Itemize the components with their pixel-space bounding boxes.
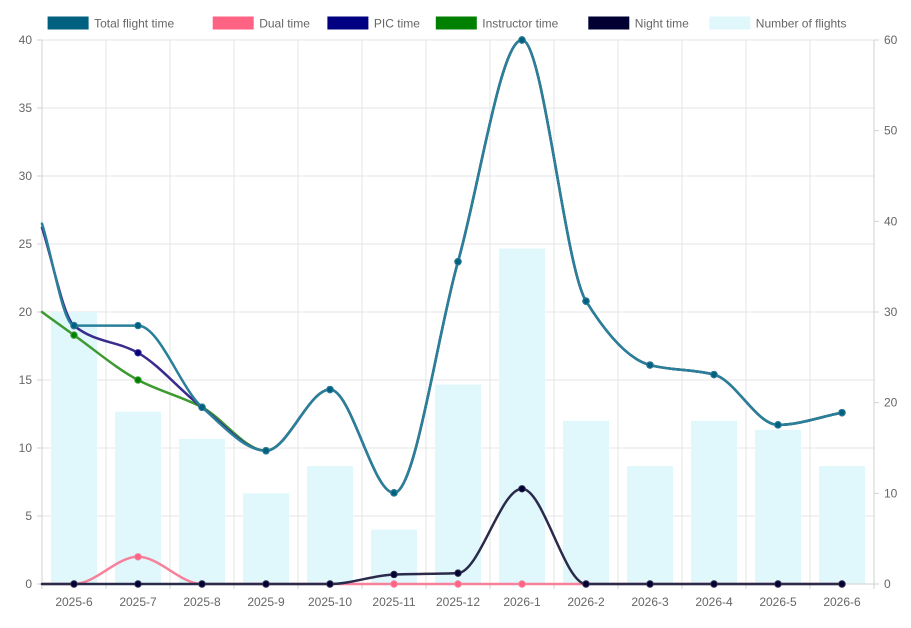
- y-right-tick-label: 60: [884, 33, 898, 47]
- x-tick-label: 2026-5: [759, 595, 797, 609]
- point-total-flight-time[interactable]: [135, 322, 141, 328]
- legend[interactable]: Total flight time Dual time PIC time Instru…: [48, 17, 846, 31]
- point-dual-time[interactable]: [135, 554, 141, 560]
- x-tick-label: 2025-12: [436, 595, 480, 609]
- point-night-time[interactable]: [647, 581, 653, 587]
- bar-number-of-flights: [243, 493, 289, 584]
- legend-swatch: [589, 17, 629, 29]
- bars: [51, 249, 865, 584]
- point-total-flight-time[interactable]: [391, 490, 397, 496]
- point-night-time[interactable]: [519, 486, 525, 492]
- legend-item-number-of-flights[interactable]: Number of flights: [710, 17, 847, 31]
- point-night-time[interactable]: [263, 581, 269, 587]
- bar-number-of-flights: [307, 466, 353, 584]
- legend-item-pic-time[interactable]: PIC time: [328, 17, 420, 31]
- y-right-tick-label: 20: [884, 396, 898, 410]
- point-total-flight-time[interactable]: [199, 404, 205, 410]
- point-night-time[interactable]: [71, 581, 77, 587]
- y-left-tick-label: 35: [19, 101, 33, 115]
- point-pic-time[interactable]: [135, 350, 141, 356]
- point-dual-time[interactable]: [519, 581, 525, 587]
- point-total-flight-time[interactable]: [327, 386, 333, 392]
- legend-swatch: [328, 17, 368, 29]
- x-tick-label: 2025-11: [372, 595, 415, 609]
- legend-swatch: [213, 17, 253, 29]
- point-total-flight-time[interactable]: [647, 362, 653, 368]
- legend-label: Night time: [635, 17, 689, 31]
- point-total-flight-time[interactable]: [839, 409, 845, 415]
- bar-number-of-flights: [627, 466, 673, 584]
- x-tick-label: 2026-6: [823, 595, 861, 609]
- x-tick-label: 2025-10: [308, 595, 352, 609]
- x-tick-label: 2026-1: [503, 595, 541, 609]
- x-tick-label: 2026-4: [695, 595, 733, 609]
- point-night-time[interactable]: [711, 581, 717, 587]
- legend-label: Instructor time: [482, 17, 558, 31]
- x-tick-label: 2025-6: [55, 595, 93, 609]
- y-left-tick-label: 30: [19, 169, 33, 183]
- point-night-time[interactable]: [583, 581, 589, 587]
- bar-number-of-flights: [819, 466, 865, 584]
- point-night-time[interactable]: [391, 571, 397, 577]
- legend-label: Total flight time: [94, 17, 174, 31]
- bar-number-of-flights: [563, 421, 609, 584]
- y-left-tick-label: 40: [19, 33, 33, 47]
- x-tick-label: 2026-3: [631, 595, 669, 609]
- point-total-flight-time[interactable]: [263, 448, 269, 454]
- y-right-tick-label: 40: [884, 214, 898, 228]
- y-left-tick-label: 20: [19, 305, 33, 319]
- bar-number-of-flights: [499, 249, 545, 584]
- legend-item-instructor-time[interactable]: Instructor time: [436, 17, 558, 31]
- legend-item-total-flight-time[interactable]: Total flight time: [48, 17, 174, 31]
- y-left-tick-label: 0: [25, 577, 32, 591]
- bar-number-of-flights: [435, 385, 481, 584]
- y-right-tick-label: 30: [884, 305, 898, 319]
- point-night-time[interactable]: [135, 581, 141, 587]
- point-night-time[interactable]: [839, 581, 845, 587]
- point-night-time[interactable]: [327, 581, 333, 587]
- x-tick-label: 2025-9: [247, 595, 285, 609]
- legend-item-dual-time[interactable]: Dual time: [213, 17, 310, 31]
- legend-swatch: [436, 17, 476, 29]
- bar-number-of-flights: [755, 430, 801, 584]
- point-dual-time[interactable]: [455, 581, 461, 587]
- y-left-tick-label: 15: [19, 373, 33, 387]
- point-night-time[interactable]: [455, 570, 461, 576]
- x-tick-label: 2025-8: [183, 595, 221, 609]
- y-left-tick-label: 10: [19, 441, 33, 455]
- legend-item-night-time[interactable]: Night time: [589, 17, 689, 31]
- x-tick-label: 2026-2: [567, 595, 605, 609]
- point-total-flight-time[interactable]: [455, 258, 461, 264]
- legend-swatch: [48, 17, 88, 29]
- bar-number-of-flights: [691, 421, 737, 584]
- legend-label: PIC time: [374, 17, 420, 31]
- point-night-time[interactable]: [775, 581, 781, 587]
- y-left-tick-label: 5: [25, 509, 32, 523]
- point-total-flight-time[interactable]: [519, 37, 525, 43]
- legend-label: Number of flights: [756, 17, 847, 31]
- legend-swatch: [710, 17, 750, 29]
- bar-number-of-flights: [51, 312, 97, 584]
- point-total-flight-time[interactable]: [583, 298, 589, 304]
- point-total-flight-time[interactable]: [775, 422, 781, 428]
- x-tick-label: 2025-7: [119, 595, 157, 609]
- point-total-flight-time[interactable]: [711, 371, 717, 377]
- point-night-time[interactable]: [199, 581, 205, 587]
- bar-number-of-flights: [179, 439, 225, 584]
- y-right-tick-label: 0: [884, 577, 891, 591]
- point-dual-time[interactable]: [391, 581, 397, 587]
- legend-label: Dual time: [259, 17, 310, 31]
- point-instructor-time[interactable]: [71, 332, 77, 338]
- point-total-flight-time[interactable]: [71, 322, 77, 328]
- y-right-tick-label: 50: [884, 124, 898, 138]
- y-right-tick-label: 10: [884, 486, 898, 500]
- point-instructor-time[interactable]: [135, 377, 141, 383]
- y-left-tick-label: 25: [19, 237, 33, 251]
